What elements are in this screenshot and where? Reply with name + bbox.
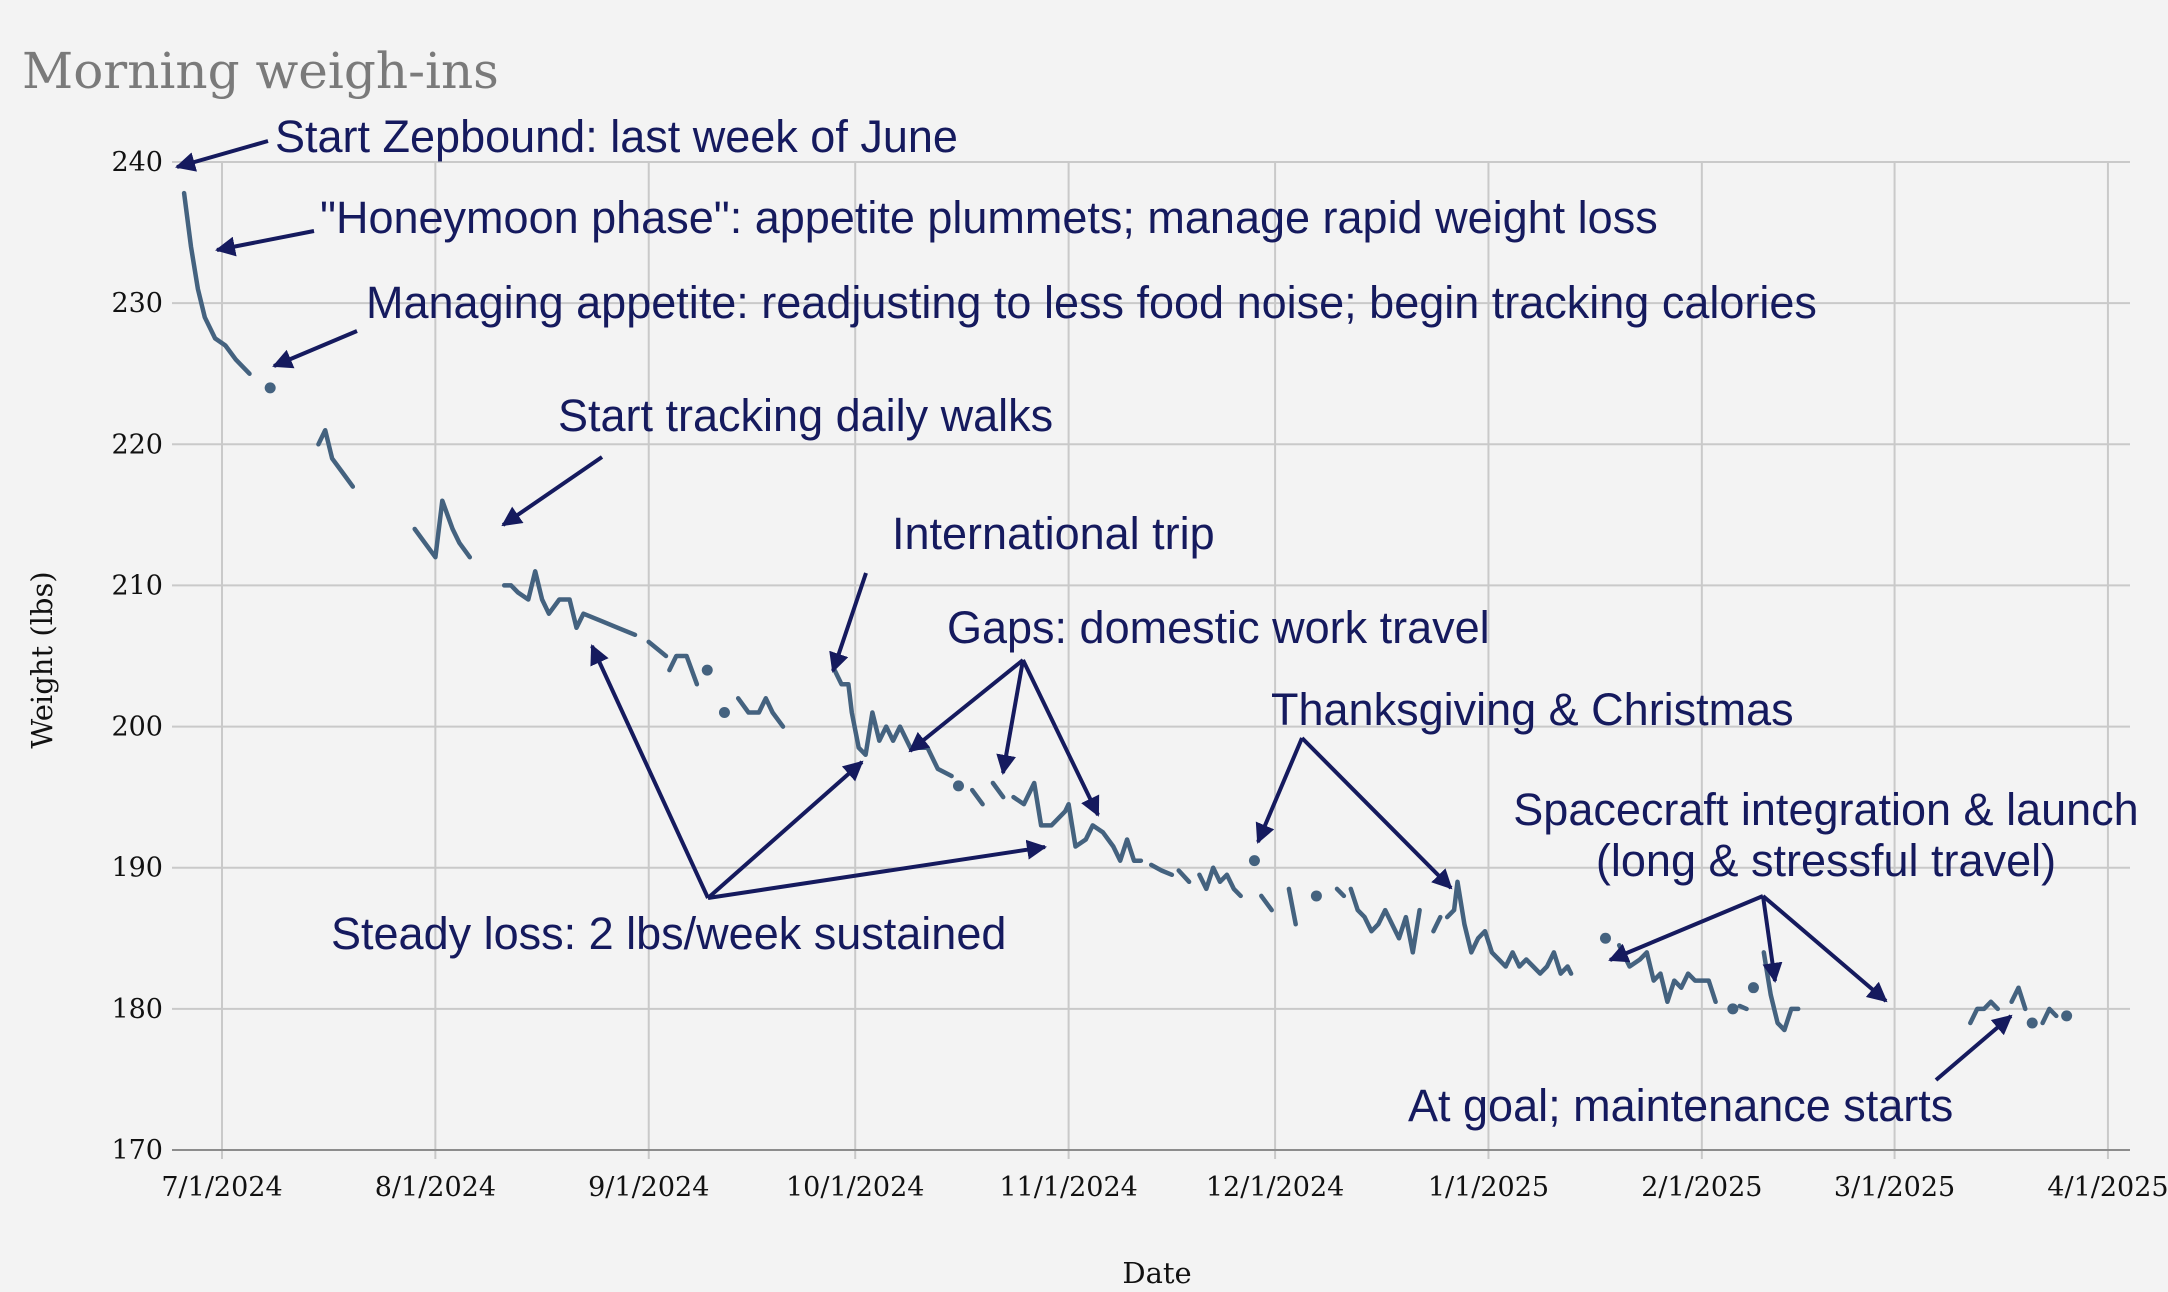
y-tick-label: 240 <box>111 147 163 178</box>
annotation-arrows <box>175 139 2013 1082</box>
data-point <box>952 780 964 792</box>
y-axis-title: Weight (lbs) <box>25 571 59 748</box>
x-axis-title: Date <box>1122 1256 1191 1290</box>
x-tick-label: 11/1/2024 <box>999 1172 1137 1203</box>
arrow-steady-loss-2 <box>706 760 864 900</box>
y-tick-label: 210 <box>111 570 163 601</box>
data-point <box>264 382 276 394</box>
arrow-at-goal <box>1934 1014 2013 1082</box>
data-point <box>2061 1010 2073 1022</box>
series-segment <box>1616 943 1718 1005</box>
annotation-daily-walks: Start tracking daily walks <box>558 390 1053 441</box>
series-segment <box>501 569 638 638</box>
series-segment <box>181 190 252 376</box>
annotation-steady-loss: Steady loss: 2 lbs/week sustained <box>331 908 1006 959</box>
chart-title: Morning weigh-ins <box>22 42 499 100</box>
series-segment <box>969 787 985 807</box>
data-point <box>1310 890 1322 902</box>
series-segment <box>2009 985 2028 1012</box>
annotation-gaps-travel: Gaps: domestic work travel <box>947 602 1490 653</box>
annotation-managing-appetite: Managing appetite: readjusting to less f… <box>366 277 1817 328</box>
x-tick-label: 2/1/2025 <box>1641 1172 1762 1203</box>
series-segment <box>316 427 356 489</box>
x-tick-label: 10/1/2024 <box>786 1172 924 1203</box>
grid-vertical <box>221 162 2109 1159</box>
x-tick-label: 4/1/2025 <box>2047 1172 2168 1203</box>
series-segment <box>1444 879 1574 976</box>
arrow-start-zepbound <box>175 139 269 172</box>
arrow-international-trip <box>829 572 868 673</box>
series-segment <box>1011 780 1144 863</box>
annotation-at-goal: At goal; maintenance starts <box>1408 1080 1953 1131</box>
y-tick-labels: 170 180 190 200 210 220 230 240 <box>111 147 163 1166</box>
arrow-steady-loss-1 <box>590 644 710 899</box>
x-tick-label: 12/1/2024 <box>1206 1172 1344 1203</box>
annotation-spacecraft-line1: Spacecraft integration & launch <box>1513 784 2138 835</box>
grid-horizontal <box>172 161 2130 1010</box>
series-segment <box>1197 865 1243 899</box>
data-point <box>1747 982 1759 994</box>
annotation-spacecraft-line2: (long & stressful travel) <box>1596 835 2056 886</box>
annotations: Start Zepbound: last week of June "Honey… <box>275 111 2139 1131</box>
annotation-honeymoon: "Honeymoon phase": appetite plummets; ma… <box>320 192 1658 243</box>
x-tick-label: 8/1/2024 <box>375 1172 496 1203</box>
y-tick-label: 190 <box>111 853 163 884</box>
arrow-honeymoon <box>215 229 315 257</box>
arrow-steady-loss-3 <box>707 839 1047 900</box>
x-tick-label: 7/1/2024 <box>161 1172 282 1203</box>
series-segment <box>1148 862 1175 878</box>
series-segment <box>1968 999 2001 1026</box>
series-segment <box>2040 1006 2059 1026</box>
arrow-christmas <box>1300 736 1453 890</box>
series-segment <box>990 780 1006 800</box>
series-segment <box>1176 868 1192 885</box>
x-tick-label: 9/1/2024 <box>588 1172 709 1203</box>
x-tick-label: 1/1/2025 <box>1428 1172 1549 1203</box>
y-tick-label: 200 <box>111 712 163 743</box>
x-tick-labels: 7/1/2024 8/1/2024 9/1/2024 10/1/2024 11/1/20… <box>161 1172 2168 1203</box>
data-point <box>1248 855 1260 867</box>
arrow-gap-1 <box>908 658 1025 753</box>
series-segment <box>667 653 700 687</box>
series-segment <box>1431 914 1443 934</box>
data-point <box>701 664 713 676</box>
y-tick-label: 180 <box>111 994 163 1025</box>
annotation-international-trip: International trip <box>892 508 1215 559</box>
series-segment <box>1334 886 1347 899</box>
series-segment <box>412 498 473 560</box>
data-point <box>718 706 730 718</box>
series-segment <box>1259 893 1274 913</box>
arrow-spacecraft-2 <box>1761 895 1783 983</box>
series-segment <box>1737 1003 1749 1012</box>
series-segment <box>1286 886 1298 927</box>
data-point <box>2026 1017 2038 1029</box>
x-tick-label: 3/1/2025 <box>1834 1172 1955 1203</box>
arrow-thanksgiving <box>1255 737 1304 844</box>
data-point <box>1599 932 1611 944</box>
series-segment <box>646 639 669 659</box>
series-segment <box>832 667 913 758</box>
y-tick-label: 170 <box>111 1135 163 1166</box>
annotation-holidays: Thanksgiving & Christmas <box>1271 684 1794 735</box>
arrow-spacecraft-3 <box>1761 894 1888 1003</box>
y-tick-label: 220 <box>111 429 163 460</box>
weight-series <box>181 190 2073 1033</box>
arrow-spacecraft-1 <box>1608 894 1764 963</box>
arrow-gap-2 <box>996 659 1025 775</box>
arrow-daily-walks <box>501 455 604 527</box>
series-segment <box>1761 950 1801 1033</box>
series-segment <box>1348 886 1422 955</box>
series-segment <box>735 696 786 729</box>
data-point <box>1727 1003 1739 1015</box>
annotation-start-zepbound: Start Zepbound: last week of June <box>275 111 958 162</box>
arrow-gap-3 <box>1021 659 1100 817</box>
arrow-managing-appetite <box>272 329 358 369</box>
y-tick-label: 230 <box>111 288 163 319</box>
